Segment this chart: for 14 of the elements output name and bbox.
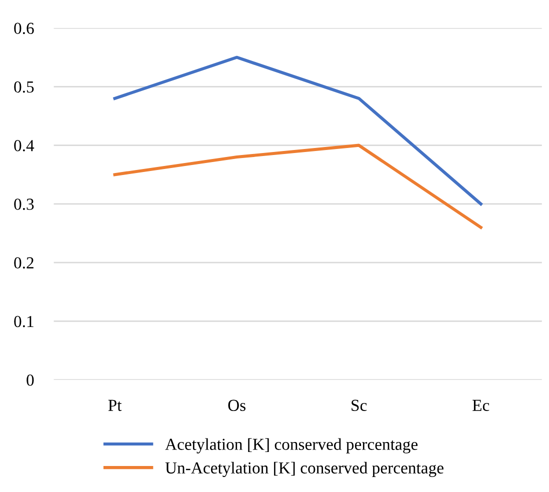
y-tick-label: 0 (26, 374, 34, 386)
y-tick-label: 0.5 (14, 81, 34, 93)
x-tick-label: Ec (472, 400, 490, 411)
y-tick-label: 0.4 (14, 140, 34, 152)
x-tick-label: Sc (352, 400, 367, 411)
y-tick-label: 0.2 (14, 257, 34, 269)
legend-label: Un-Acetylation [K] conserved percentage (165, 462, 444, 477)
line-series (113, 144, 482, 229)
y-tick-label: 0.6 (14, 22, 34, 34)
x-tick-label: Pt (108, 400, 122, 411)
x-tick-label: Os (228, 400, 246, 411)
y-tick-label: 0.1 (14, 316, 34, 328)
y-tick-label: 0.3 (14, 198, 34, 210)
legend-label: Acetylation [K] conserved percentage (165, 438, 418, 454)
